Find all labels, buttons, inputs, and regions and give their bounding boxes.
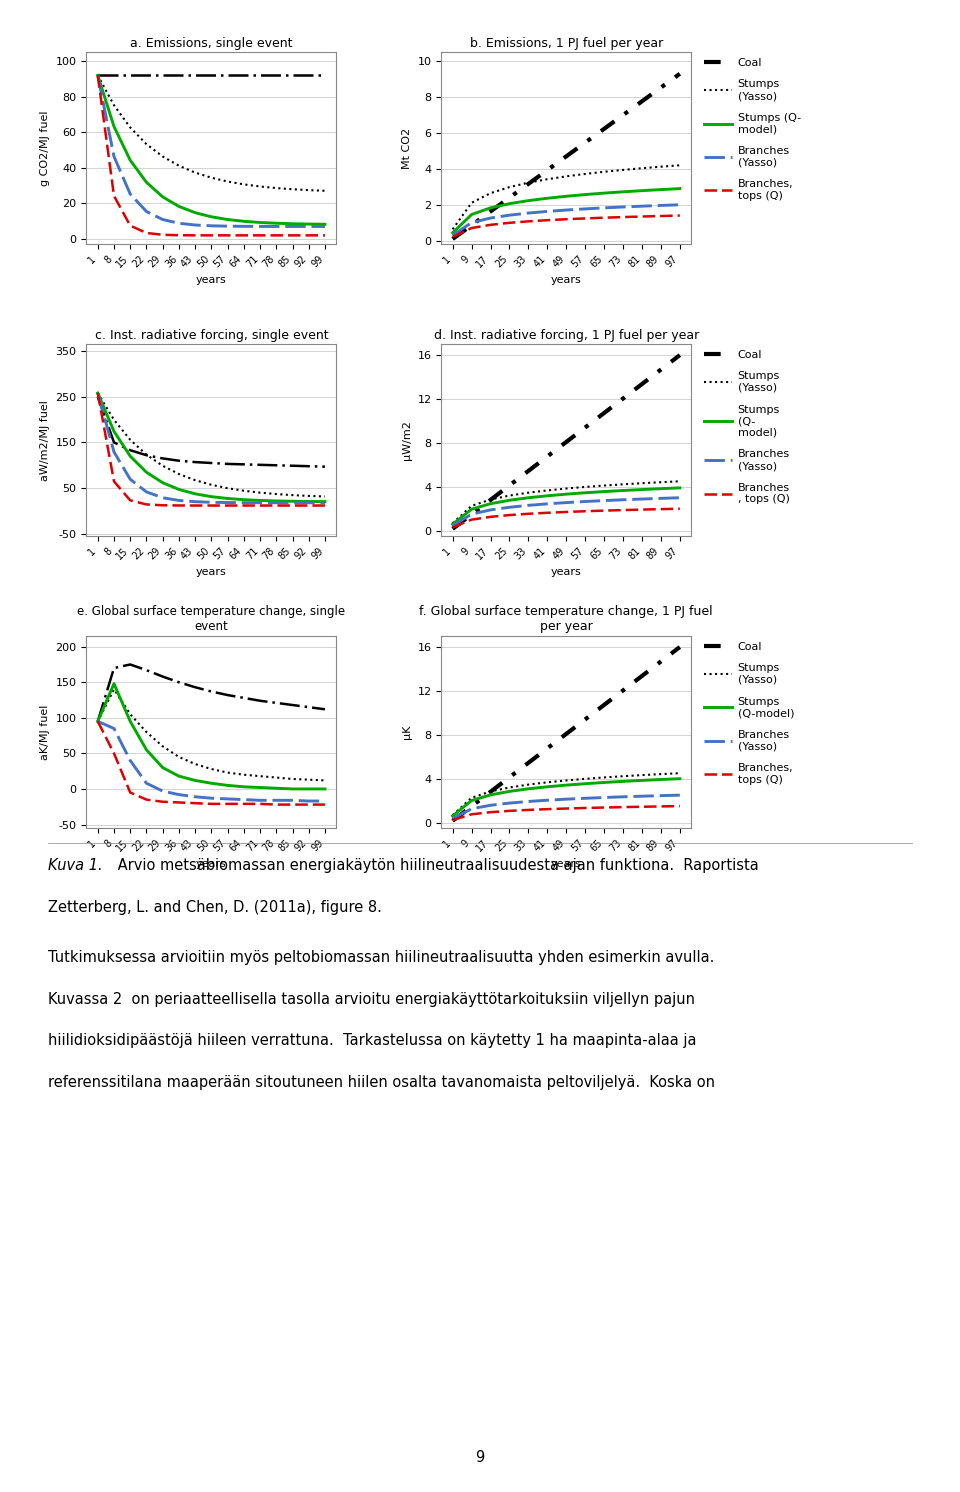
Y-axis label: aW/m2/MJ fuel: aW/m2/MJ fuel	[40, 400, 50, 480]
Y-axis label: Mt CO2: Mt CO2	[402, 128, 412, 169]
Text: Kuvassa 2  on periaatteellisella tasolla arvioitu energiakäyttötarkoituksiin vil: Kuvassa 2 on periaatteellisella tasolla …	[48, 992, 695, 1007]
Text: Zetterberg, L. and Chen, D. (2011a), figure 8.: Zetterberg, L. and Chen, D. (2011a), fig…	[48, 900, 382, 915]
X-axis label: years: years	[196, 276, 227, 285]
Title: d. Inst. radiative forcing, 1 PJ fuel per year: d. Inst. radiative forcing, 1 PJ fuel pe…	[434, 328, 699, 342]
Legend: Coal, Stumps
(Yasso), Stumps
(Q-
model), Branches
(Yasso), Branches
, tops (Q): Coal, Stumps (Yasso), Stumps (Q- model),…	[705, 349, 790, 504]
Title: f. Global surface temperature change, 1 PJ fuel
per year: f. Global surface temperature change, 1 …	[420, 606, 713, 634]
Legend: Coal, Stumps
(Yasso), Stumps
(Q-model), Branches
(Yasso), Branches,
tops (Q): Coal, Stumps (Yasso), Stumps (Q-model), …	[705, 642, 794, 785]
Text: 9: 9	[475, 1450, 485, 1465]
Title: a. Emissions, single event: a. Emissions, single event	[131, 37, 293, 49]
Y-axis label: μW/m2: μW/m2	[402, 421, 412, 460]
Y-axis label: g CO2/MJ fuel: g CO2/MJ fuel	[40, 110, 50, 186]
Text: hiilidioksidipäästöjä hiileen verrattuna.  Tarkastelussa on käytetty 1 ha maapin: hiilidioksidipäästöjä hiileen verrattuna…	[48, 1034, 697, 1049]
Text: Tutkimuksessa arvioitiin myös peltobiomassan hiilineutraalisuutta yhden esimerki: Tutkimuksessa arvioitiin myös peltobioma…	[48, 950, 714, 965]
Title: b. Emissions, 1 PJ fuel per year: b. Emissions, 1 PJ fuel per year	[469, 37, 662, 49]
Y-axis label: aK/MJ fuel: aK/MJ fuel	[40, 704, 50, 759]
X-axis label: years: years	[551, 276, 582, 285]
Title: c. Inst. radiative forcing, single event: c. Inst. radiative forcing, single event	[94, 328, 328, 342]
Y-axis label: μK: μK	[402, 725, 412, 739]
Title: e. Global surface temperature change, single
event: e. Global surface temperature change, si…	[78, 606, 346, 634]
X-axis label: years: years	[551, 859, 582, 870]
Text: referenssitilana maaperään sitoutuneen hiilen osalta tavanomaista peltoviljelyä.: referenssitilana maaperään sitoutuneen h…	[48, 1076, 715, 1091]
Text: Arvio metsäbiomassan energiakäytön hiilineutraalisuudesta ajan funktiona.  Rapor: Arvio metsäbiomassan energiakäytön hiili…	[113, 858, 759, 873]
Text: Kuva 1.: Kuva 1.	[48, 858, 103, 873]
X-axis label: years: years	[196, 567, 227, 577]
Legend: Coal, Stumps
(Yasso), Stumps (Q-
model), Branches
(Yasso), Branches,
tops (Q): Coal, Stumps (Yasso), Stumps (Q- model),…	[705, 58, 801, 201]
X-axis label: years: years	[196, 859, 227, 870]
X-axis label: years: years	[551, 567, 582, 577]
